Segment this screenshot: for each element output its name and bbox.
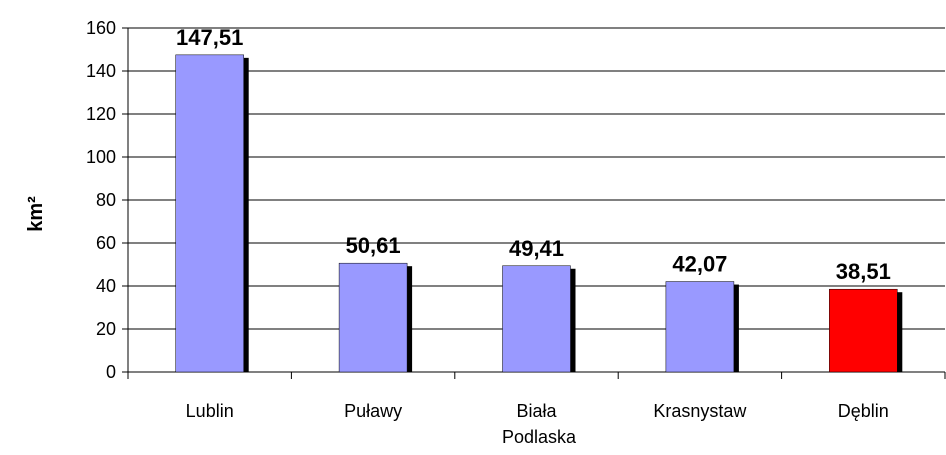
- value-label: 49,41: [509, 236, 564, 261]
- value-label: 147,51: [176, 25, 243, 50]
- y-tick-label: 20: [96, 319, 116, 339]
- y-tick-label: 100: [86, 147, 116, 167]
- y-tick-label: 80: [96, 190, 116, 210]
- bar: [175, 54, 244, 373]
- bar: [829, 288, 898, 373]
- label-line: Biała: [516, 401, 557, 421]
- y-tick-label: 40: [96, 276, 116, 296]
- value-label: 50,61: [346, 233, 401, 258]
- y-tick-label: 120: [86, 104, 116, 124]
- bar: [338, 262, 408, 373]
- x-tick-label: Biała Podlaska: [497, 401, 577, 447]
- bar: [665, 281, 735, 373]
- y-tick-label: 0: [106, 362, 116, 382]
- x-tick-label: Krasnystaw: [653, 401, 747, 421]
- y-tick-label: 140: [86, 61, 116, 81]
- value-label: 42,07: [672, 252, 727, 277]
- x-tick-label: Dęblin: [838, 401, 889, 421]
- x-tick-label: Lublin: [186, 401, 234, 421]
- bar: [502, 265, 571, 373]
- label-line: Podlaska: [497, 427, 577, 447]
- y-tick-label: 60: [96, 233, 116, 253]
- y-tick-label: 160: [86, 18, 116, 38]
- value-label: 38,51: [836, 259, 891, 284]
- x-tick-label: Puławy: [344, 401, 402, 421]
- y-axis-label: km²: [25, 196, 47, 232]
